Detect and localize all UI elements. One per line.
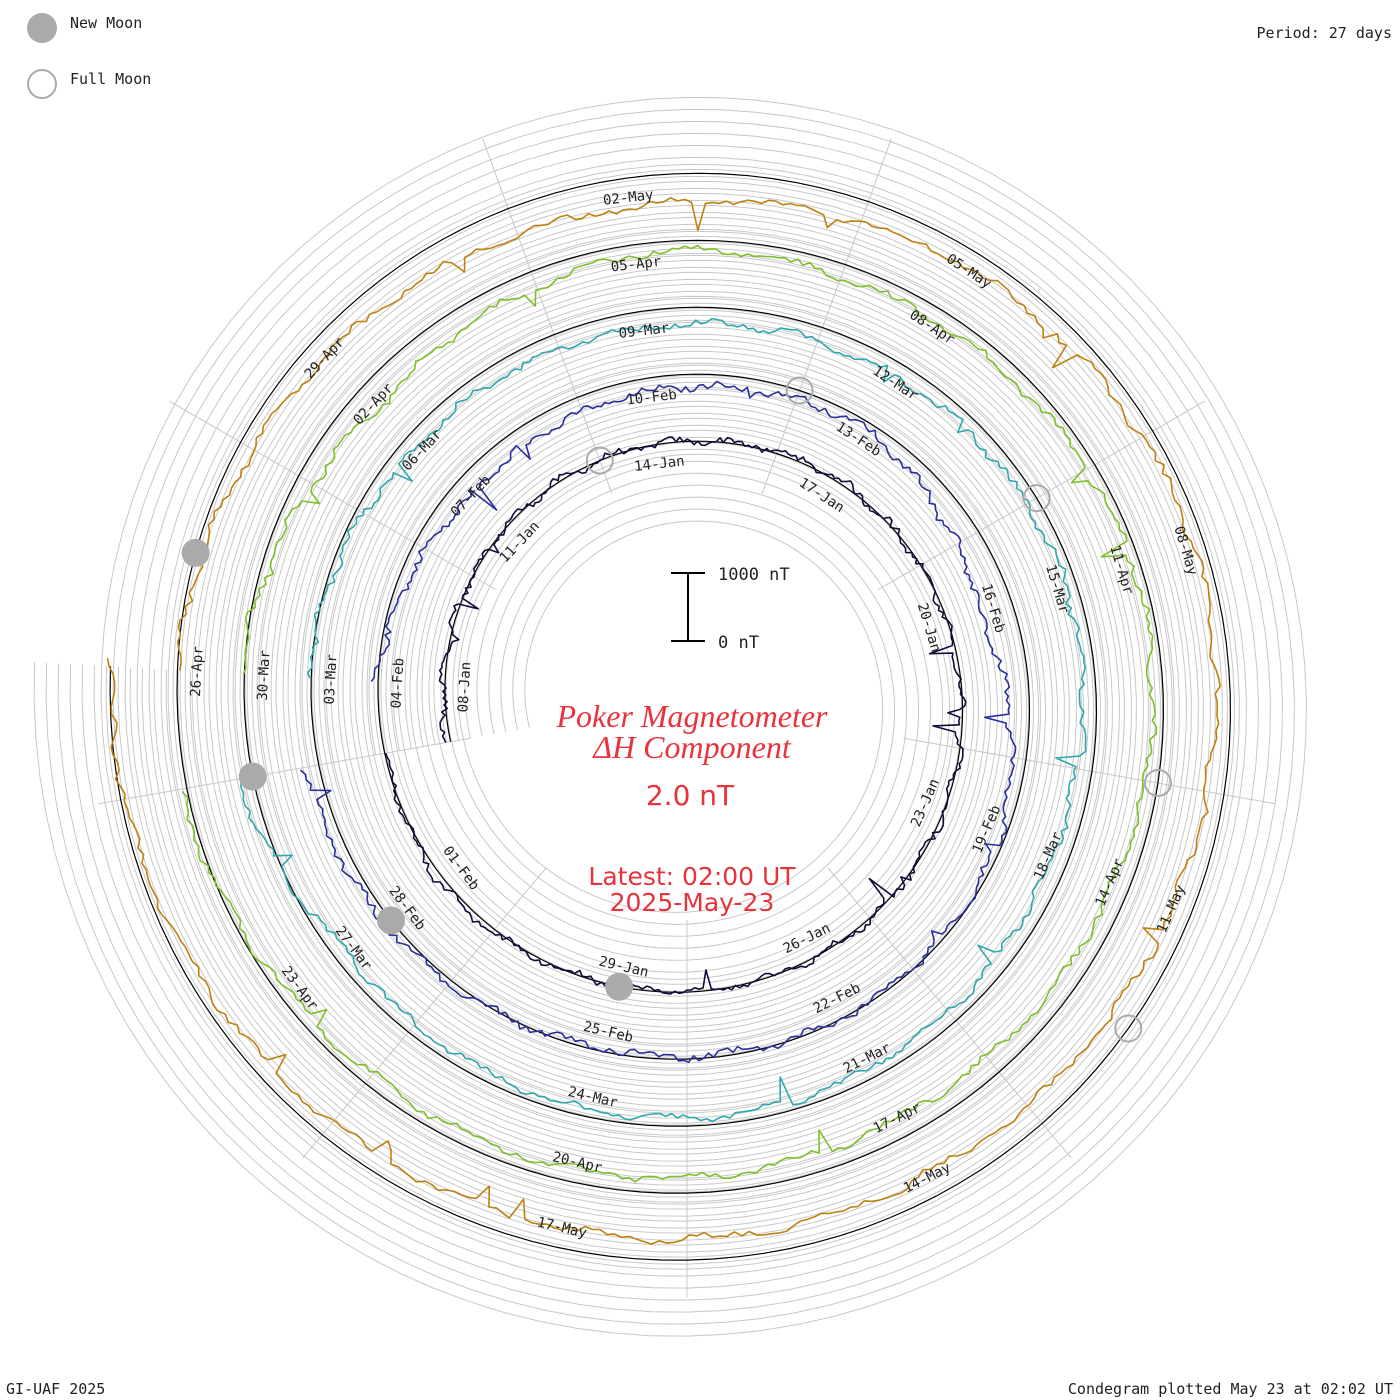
grid-spiral — [165, 228, 1175, 1205]
series-trace — [240, 317, 1087, 1123]
full-moon-marker — [1022, 484, 1051, 513]
date-label: 03-Mar — [322, 654, 341, 705]
day-spoke — [482, 138, 613, 494]
day-spoke — [169, 400, 497, 591]
day-spokes — [98, 138, 1276, 1298]
date-label: 02-May — [602, 187, 654, 209]
current-value: 2.0 nT — [646, 779, 735, 812]
grid-spiral — [153, 216, 1187, 1217]
date-label: 09-Mar — [618, 320, 670, 342]
grid-spiral — [189, 252, 1151, 1181]
scale-bar: 1000 nT 0 nT — [671, 565, 790, 653]
date-label: 18-Mar — [1031, 830, 1066, 883]
grid-spiral — [105, 168, 1235, 1265]
grid-spiral — [93, 156, 1247, 1277]
date-label: 30-Mar — [255, 650, 274, 701]
full-moon-marker — [785, 376, 814, 405]
date-label: 04-Feb — [389, 657, 408, 708]
credit-label: GI-UAF 2025 — [6, 1380, 105, 1398]
grid-spiral — [177, 240, 1163, 1193]
new-moon-marker — [181, 538, 210, 567]
chart-title: Poker Magnetometer — [555, 698, 828, 734]
zero-baseline — [109, 172, 1232, 1261]
date-label: 16-Feb — [978, 582, 1008, 635]
series-trace — [299, 380, 1017, 1063]
day-spoke — [828, 868, 1072, 1159]
spiral-grid — [33, 96, 1307, 1337]
period-label: Period: 27 days — [1257, 24, 1392, 42]
full-moon-icon — [27, 69, 57, 99]
grid-spiral — [81, 144, 1259, 1289]
grid-spiral — [33, 96, 1307, 1337]
day-spoke — [98, 737, 471, 805]
latest-date: 2025-May-23 — [610, 888, 775, 917]
date-label: 14-Jan — [633, 453, 685, 475]
day-spoke — [761, 138, 892, 494]
date-label: 25-Feb — [582, 1019, 635, 1046]
date-label: 05-Apr — [610, 254, 662, 276]
chart-subtitle: ΔH Component — [591, 729, 792, 765]
grid-spiral — [141, 204, 1199, 1229]
scale-bottom-label: 0 nT — [718, 633, 759, 653]
series-trace — [384, 436, 967, 995]
grid-spiral — [117, 180, 1223, 1253]
new-moon-label: New Moon — [70, 14, 142, 32]
day-spoke — [903, 737, 1276, 805]
moon-markers — [181, 376, 1172, 1043]
full-moon-marker — [1114, 1014, 1143, 1043]
date-label: 08-Jan — [455, 661, 474, 712]
date-label: 19-Feb — [970, 803, 1005, 856]
date-label: 24-Mar — [566, 1084, 619, 1111]
date-label: 26-Apr — [188, 646, 207, 697]
plotted-note: Condegram plotted May 23 at 02:02 UT — [1068, 1380, 1393, 1398]
series-trace — [106, 197, 1221, 1245]
date-label: 11-May — [1154, 883, 1189, 936]
new-moon-marker — [377, 906, 405, 935]
full-moon-label: Full Moon — [70, 70, 151, 88]
date-label: 17-May — [535, 1214, 588, 1241]
scale-top-label: 1000 nT — [718, 565, 790, 585]
zero-baselines — [109, 172, 1232, 1261]
new-moon-marker — [238, 762, 267, 791]
new-moon-marker — [605, 972, 634, 1001]
series-trace — [181, 244, 1158, 1183]
new-moon-icon — [27, 13, 57, 43]
full-moon-marker — [1144, 769, 1172, 797]
date-label: 20-Apr — [551, 1149, 604, 1176]
latest-time: Latest: 02:00 UT — [588, 862, 796, 891]
date-label: 11-Apr — [1106, 543, 1136, 596]
day-spoke — [302, 868, 546, 1159]
data-traces — [106, 197, 1221, 1245]
full-moon-marker — [585, 446, 614, 475]
grid-spiral — [69, 132, 1271, 1301]
date-label: 10-Feb — [626, 387, 678, 409]
day-spoke — [877, 400, 1205, 591]
